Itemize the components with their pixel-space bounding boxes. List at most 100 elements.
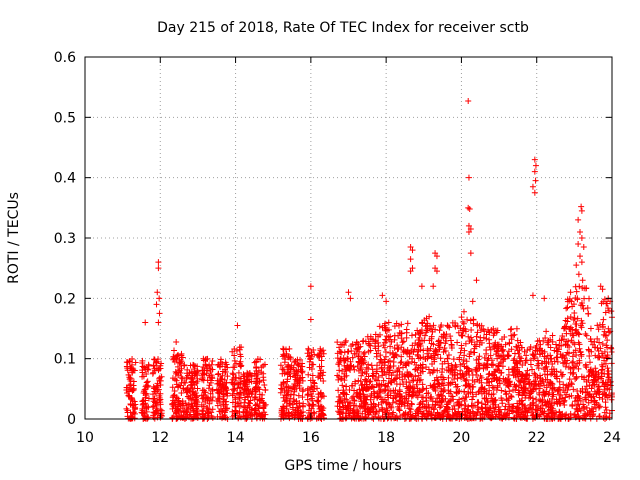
roti-point (531, 189, 538, 196)
roti-point (588, 372, 595, 379)
roti-point (467, 383, 474, 390)
roti-point (420, 347, 427, 354)
roti-point (455, 388, 462, 395)
roti-point (421, 413, 428, 420)
roti-point (596, 394, 603, 401)
roti-point (173, 355, 180, 362)
roti-point (438, 385, 445, 392)
roti-point (154, 289, 161, 296)
roti-point (572, 283, 579, 290)
roti-point (549, 381, 556, 388)
roti-point (252, 384, 259, 391)
roti-point (236, 344, 243, 351)
roti-point (483, 376, 490, 383)
roti-point (246, 372, 253, 379)
roti-point (604, 305, 611, 312)
roti-point (596, 339, 603, 346)
roti-point (335, 387, 342, 394)
roti-point (495, 403, 502, 410)
roti-point (216, 408, 223, 415)
roti-point (435, 380, 442, 387)
roti-point (459, 318, 466, 325)
roti-point (562, 317, 569, 324)
roti-point (174, 363, 181, 370)
roti-point (365, 373, 372, 380)
roti-point (204, 367, 211, 374)
roti-point (349, 341, 356, 348)
roti-point (578, 317, 585, 324)
roti-point (529, 292, 536, 299)
roti-point (494, 347, 501, 354)
roti-point (589, 341, 596, 348)
roti-point (505, 378, 512, 385)
x-tick-label: 12 (151, 430, 169, 446)
roti-point (566, 376, 573, 383)
roti-point (334, 403, 341, 410)
roti-point (491, 330, 498, 337)
roti-point (549, 361, 556, 368)
roti-point (199, 395, 206, 402)
roti-point (340, 404, 347, 411)
roti-point (391, 336, 398, 343)
roti-point (483, 350, 490, 357)
roti-point (436, 346, 443, 353)
roti-point (156, 295, 163, 302)
roti-point (423, 364, 430, 371)
roti-point (243, 379, 250, 386)
roti-point (354, 363, 361, 370)
roti-point (516, 357, 523, 364)
roti-point (373, 353, 380, 360)
roti-point (539, 376, 546, 383)
roti-point (436, 404, 443, 411)
roti-point (476, 353, 483, 360)
roti-point (524, 367, 531, 374)
roti-point (308, 405, 315, 412)
roti-point (394, 390, 401, 397)
roti-point (569, 403, 576, 410)
roti-point (417, 354, 424, 361)
roti-point (398, 344, 405, 351)
roti-point (586, 390, 593, 397)
roti-point (531, 156, 538, 163)
roti-point (602, 399, 609, 406)
roti-point (448, 344, 455, 351)
roti-point (375, 401, 382, 408)
roti-point (417, 340, 424, 347)
roti-point (447, 397, 454, 404)
roti-point (469, 396, 476, 403)
roti-point (391, 345, 398, 352)
roti-point (308, 361, 315, 368)
roti-point (185, 401, 192, 408)
roti-point (578, 203, 585, 210)
roti-point (183, 374, 190, 381)
roti-point (377, 352, 384, 359)
roti-point (433, 268, 440, 275)
roti-point (452, 322, 459, 329)
roti-point (488, 378, 495, 385)
roti-point (525, 376, 532, 383)
roti-point (522, 394, 529, 401)
roti-point (179, 398, 186, 405)
roti-point (402, 373, 409, 380)
roti-point (202, 361, 209, 368)
roti-point (334, 372, 341, 379)
roti-point (409, 384, 416, 391)
roti-point (248, 406, 255, 413)
roti-point (277, 362, 284, 369)
x-tick-label: 20 (453, 430, 471, 446)
roti-point (421, 403, 428, 410)
roti-point (372, 337, 379, 344)
roti-point (180, 409, 187, 416)
roti-point (337, 375, 344, 382)
roti-point (260, 362, 267, 369)
roti-point (261, 382, 268, 389)
roti-point (132, 401, 139, 408)
roti-point (562, 394, 569, 401)
roti-point (240, 371, 247, 378)
roti-point (336, 344, 343, 351)
roti-point (437, 402, 444, 409)
roti-point (446, 412, 453, 419)
roti-point (557, 400, 564, 407)
roti-point (184, 411, 191, 418)
roti-point (438, 322, 445, 329)
